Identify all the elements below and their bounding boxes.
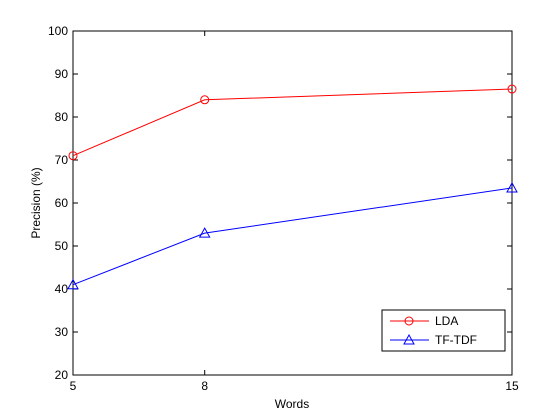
data-point-lda <box>68 151 78 161</box>
x-tick-label: 15 <box>505 379 519 393</box>
legend-label-tf-tdf: TF-TDF <box>435 333 477 347</box>
y-tick-label: 20 <box>55 368 69 382</box>
y-tick-label: 40 <box>55 282 69 296</box>
legend-marker-tf-tdf <box>403 333 415 345</box>
y-tick-label: 60 <box>55 196 69 210</box>
legend-box <box>381 309 506 352</box>
y-tick-label: 30 <box>55 325 69 339</box>
x-axis: 5 8 15 <box>70 31 519 393</box>
data-point-tf-tdf <box>506 181 518 193</box>
series-line-tf-tdf <box>72 187 513 286</box>
y-tick-label: 70 <box>55 153 69 167</box>
data-point-lda <box>200 95 210 105</box>
y-tick-label: 80 <box>55 110 69 124</box>
x-tick-label: 8 <box>201 379 208 393</box>
x-axis-label: Words <box>275 397 309 411</box>
y-axis-label: Precision (%) <box>29 167 43 238</box>
series-line-lda <box>72 88 513 157</box>
data-point-tf-tdf <box>67 278 79 290</box>
y-tick-label: 90 <box>55 67 69 81</box>
data-point-lda <box>507 84 517 94</box>
data-point-tf-tdf <box>198 227 211 238</box>
legend-marker-lda <box>404 316 414 326</box>
y-tick-label: 100 <box>48 24 68 38</box>
legend: LDA TF-TDF <box>381 309 506 352</box>
x-tick-label: 5 <box>70 379 77 393</box>
y-tick-label: 50 <box>55 239 69 253</box>
series-layer <box>67 84 518 290</box>
legend-label-lda: LDA <box>435 314 458 328</box>
